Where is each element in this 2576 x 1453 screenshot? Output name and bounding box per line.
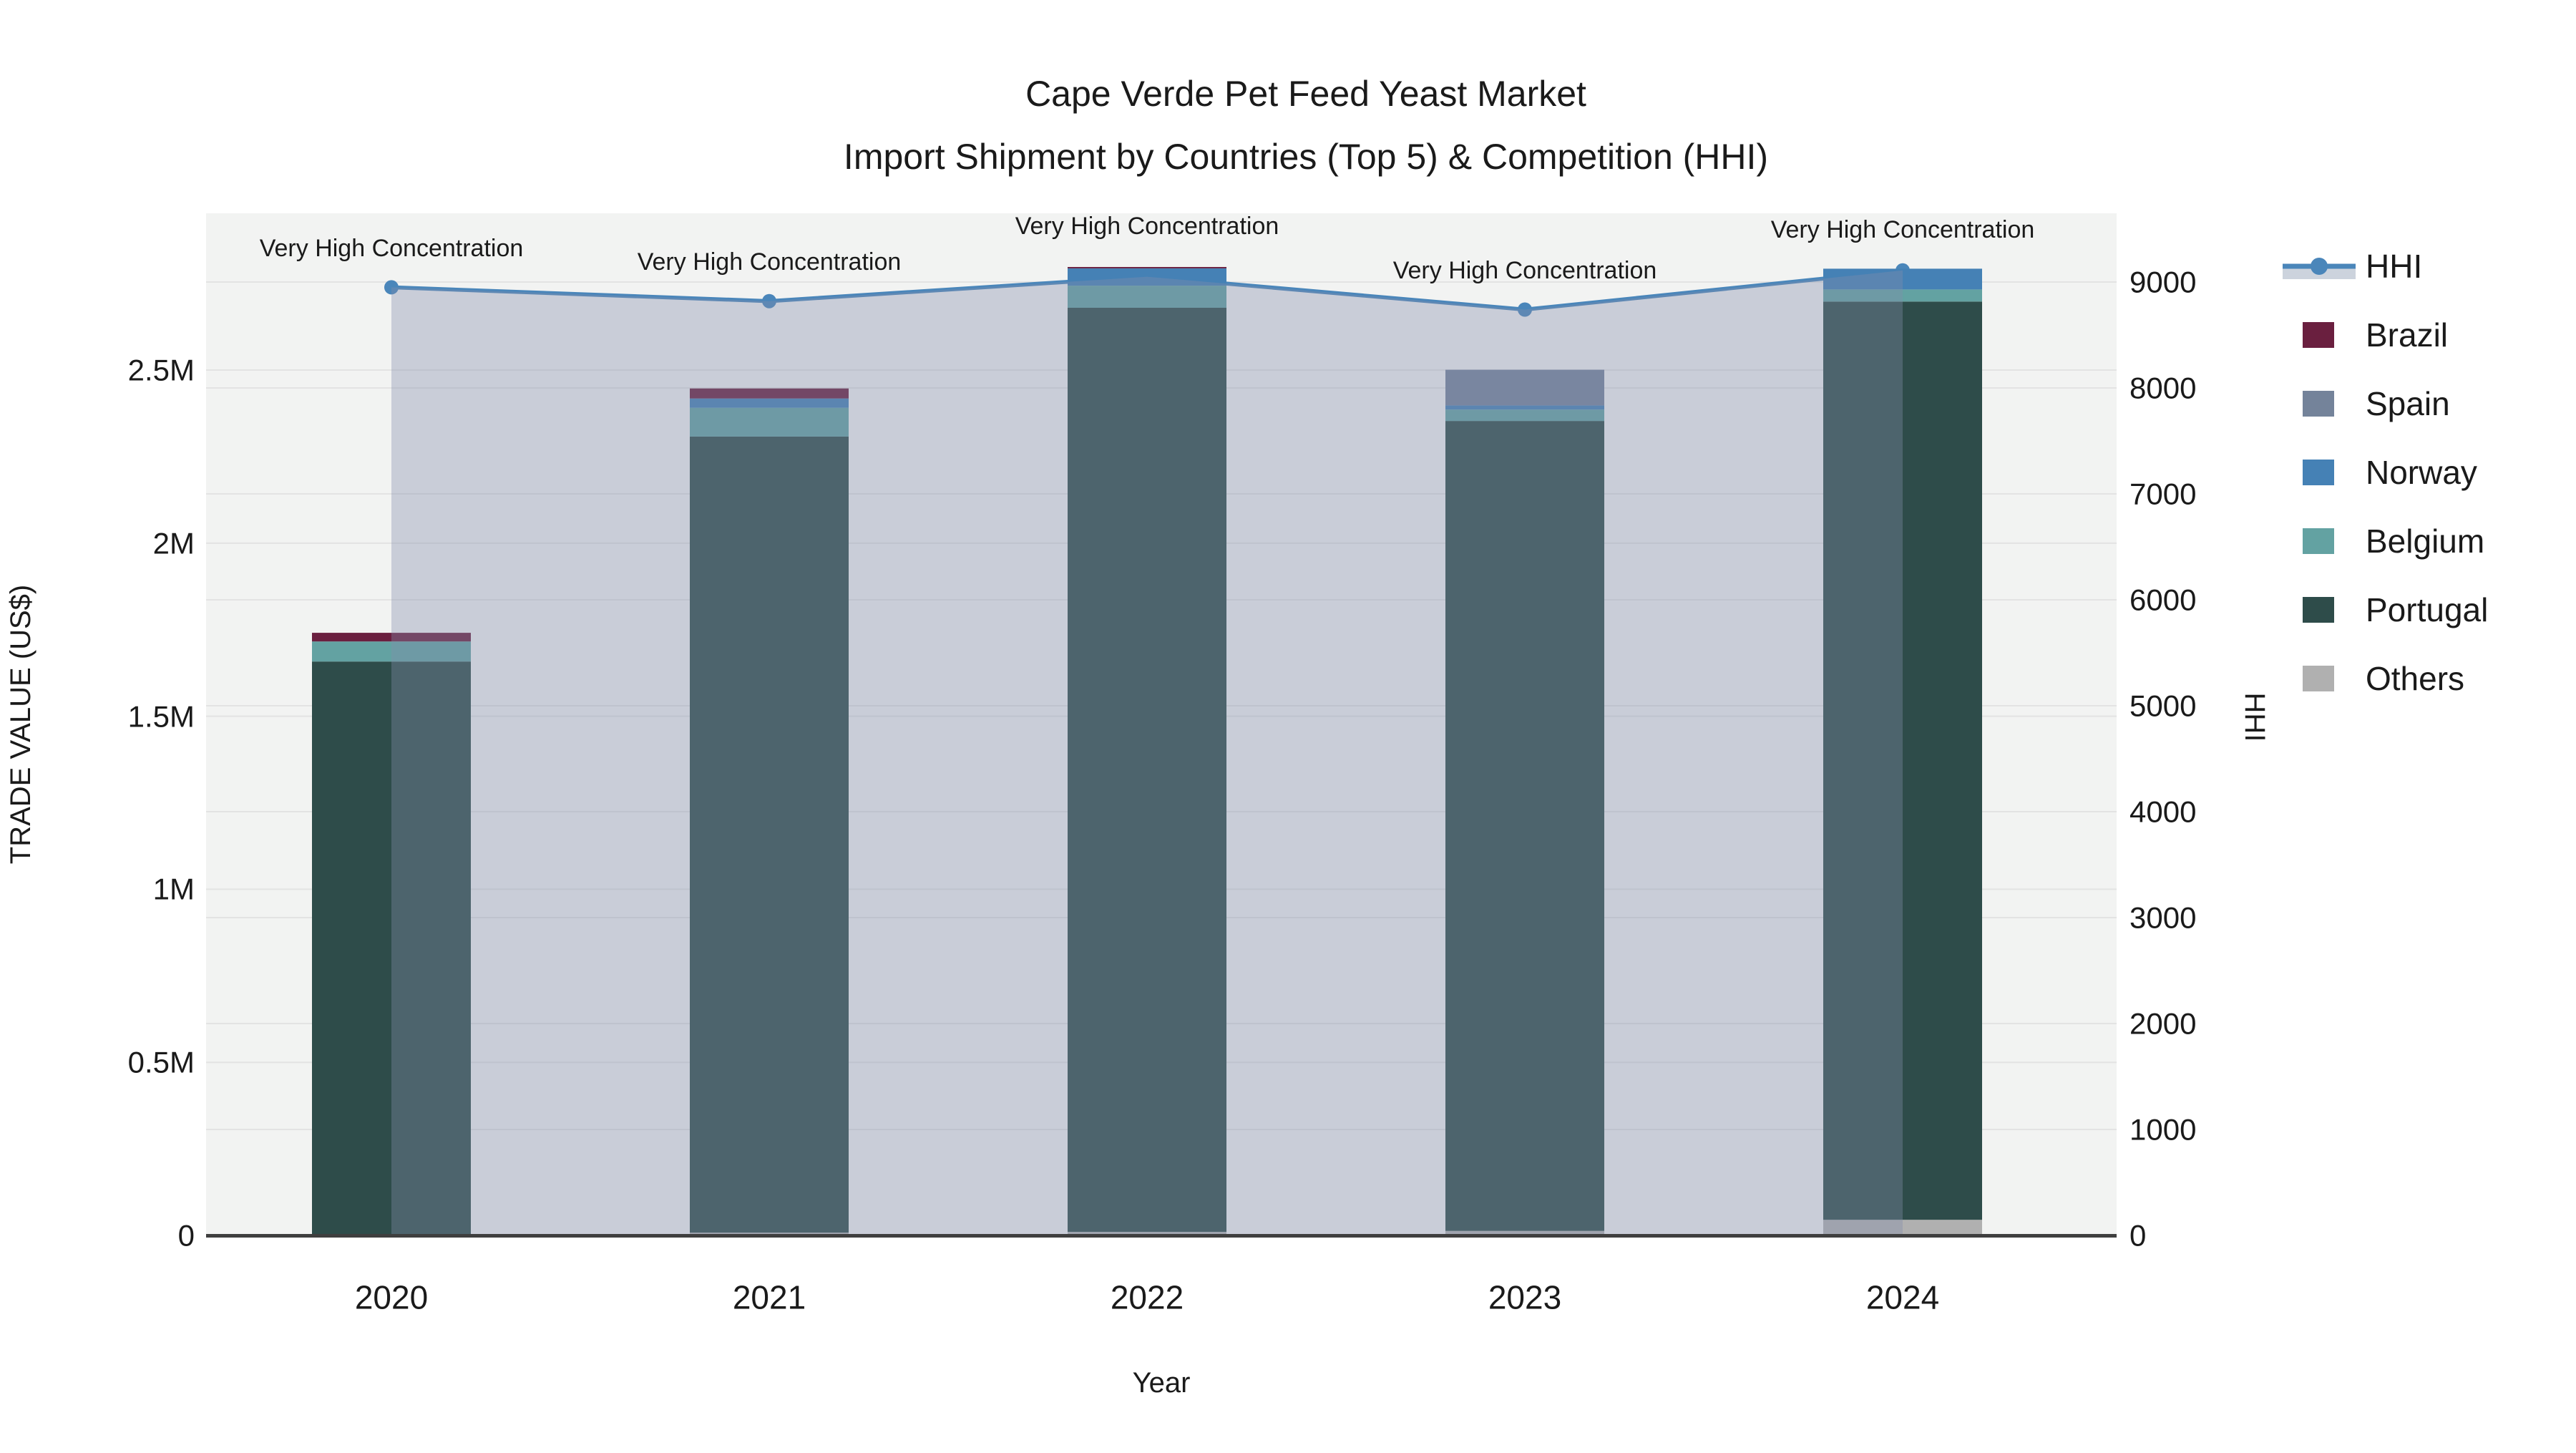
bar-segment-norway-2021[interactable] bbox=[690, 398, 849, 408]
bar-segment-portugal-2022[interactable] bbox=[1068, 308, 1226, 1233]
legend-item-others[interactable]: Others bbox=[2303, 660, 2464, 697]
bar-layer bbox=[312, 267, 1982, 1235]
legend-item-belgium[interactable]: Belgium bbox=[2303, 523, 2484, 560]
y1-tick-2_5m: 2.5M bbox=[128, 354, 195, 387]
y1-tick-1_5m: 1.5M bbox=[128, 700, 195, 734]
y1-tick-0_5m: 0.5M bbox=[128, 1046, 195, 1079]
legend-label-belgium: Belgium bbox=[2366, 523, 2484, 560]
y2-axis-title: HHI bbox=[2239, 693, 2270, 742]
bar-segment-others-2023[interactable] bbox=[1445, 1230, 1604, 1235]
y2-tick-0: 0 bbox=[2129, 1219, 2146, 1253]
legend: HHI Brazil Spain Norway Belgium Portugal… bbox=[2283, 248, 2488, 697]
y1-tick-0: 0 bbox=[178, 1219, 195, 1253]
bar-segment-belgium-2024[interactable] bbox=[1823, 289, 1982, 302]
hhi-marker[interactable] bbox=[384, 280, 399, 295]
bar-segment-brazil-2020[interactable] bbox=[312, 633, 471, 642]
belgium-swatch bbox=[2303, 528, 2334, 554]
x-tick-2024: 2024 bbox=[1866, 1279, 1939, 1316]
x-axis-line bbox=[206, 1234, 2117, 1238]
chart-title-line1: Cape Verde Pet Feed Yeast Market bbox=[1025, 74, 1586, 114]
y2-tick-4000: 4000 bbox=[2129, 795, 2196, 829]
bar-segment-belgium-2022[interactable] bbox=[1068, 286, 1226, 308]
hhi-legend-marker bbox=[2311, 258, 2328, 275]
y1-tick-1m: 1M bbox=[153, 873, 195, 906]
bar-segment-spain-2023[interactable] bbox=[1445, 369, 1604, 406]
hhi-marker[interactable] bbox=[1518, 302, 1532, 317]
legend-item-portugal[interactable]: Portugal bbox=[2303, 591, 2488, 628]
legend-label-norway: Norway bbox=[2366, 454, 2477, 491]
bar-segment-portugal-2020[interactable] bbox=[312, 661, 471, 1235]
spain-swatch bbox=[2303, 391, 2334, 417]
bar-segment-brazil-2022[interactable] bbox=[1068, 267, 1226, 268]
y2-tick-5000: 5000 bbox=[2129, 689, 2196, 723]
legend-item-spain[interactable]: Spain bbox=[2303, 385, 2450, 422]
legend-label-brazil: Brazil bbox=[2366, 316, 2448, 354]
bar-segment-portugal-2021[interactable] bbox=[690, 436, 849, 1233]
annotation-2022: Very High Concentration bbox=[1015, 213, 1279, 240]
y2-tick-7000: 7000 bbox=[2129, 477, 2196, 511]
legend-item-hhi[interactable]: HHI bbox=[2283, 248, 2422, 285]
annotation-2021: Very High Concentration bbox=[638, 248, 902, 276]
chart-title-line2: Import Shipment by Countries (Top 5) & C… bbox=[844, 137, 1768, 177]
y2-tick-2000: 2000 bbox=[2129, 1007, 2196, 1041]
bar-segment-portugal-2023[interactable] bbox=[1445, 421, 1604, 1231]
legend-label-others: Others bbox=[2366, 660, 2464, 697]
norway-swatch bbox=[2303, 460, 2334, 485]
y1-tick-2m: 2M bbox=[153, 527, 195, 560]
y2-tick-8000: 8000 bbox=[2129, 371, 2196, 405]
x-axis-title: Year bbox=[1133, 1367, 1191, 1399]
legend-item-norway[interactable]: Norway bbox=[2303, 454, 2477, 491]
x-tick-2023: 2023 bbox=[1488, 1279, 1561, 1316]
portugal-swatch bbox=[2303, 597, 2334, 623]
x-tick-2021: 2021 bbox=[733, 1279, 806, 1316]
legend-item-brazil[interactable]: Brazil bbox=[2303, 316, 2448, 354]
legend-label-spain: Spain bbox=[2366, 385, 2450, 422]
brazil-swatch bbox=[2303, 322, 2334, 348]
bar-segment-others-2022[interactable] bbox=[1068, 1232, 1226, 1235]
bar-segment-belgium-2021[interactable] bbox=[690, 407, 849, 437]
bar-segment-norway-2022[interactable] bbox=[1068, 268, 1226, 286]
bar-segment-belgium-2020[interactable] bbox=[312, 641, 471, 662]
axis-line-layer bbox=[206, 1234, 2117, 1238]
bar-segment-norway-2023[interactable] bbox=[1445, 405, 1604, 410]
bar-segment-others-2024[interactable] bbox=[1823, 1220, 1982, 1235]
y2-tick-9000: 9000 bbox=[2129, 266, 2196, 299]
hhi-marker[interactable] bbox=[762, 293, 776, 308]
x-tick-2020: 2020 bbox=[355, 1279, 428, 1316]
bar-segment-norway-2024[interactable] bbox=[1823, 268, 1982, 290]
bar-segment-belgium-2023[interactable] bbox=[1445, 409, 1604, 422]
annotation-2023: Very High Concentration bbox=[1393, 257, 1657, 284]
hhi-fill-layer bbox=[391, 270, 1903, 1235]
legend-label-portugal: Portugal bbox=[2366, 591, 2488, 628]
y2-tick-6000: 6000 bbox=[2129, 583, 2196, 617]
bar-segment-portugal-2024[interactable] bbox=[1823, 301, 1982, 1220]
annotation-2024: Very High Concentration bbox=[1771, 216, 2035, 243]
legend-label-hhi: HHI bbox=[2366, 248, 2422, 285]
y2-tick-3000: 3000 bbox=[2129, 901, 2196, 935]
others-swatch bbox=[2303, 666, 2334, 691]
hhi-area-fill bbox=[391, 270, 1903, 1235]
y2-tick-1000: 1000 bbox=[2129, 1113, 2196, 1147]
x-tick-2022: 2022 bbox=[1111, 1279, 1184, 1316]
y1-axis-title: TRADE VALUE (US$) bbox=[5, 585, 36, 864]
bar-segment-brazil-2021[interactable] bbox=[690, 388, 849, 399]
annotation-2020: Very High Concentration bbox=[260, 235, 524, 262]
